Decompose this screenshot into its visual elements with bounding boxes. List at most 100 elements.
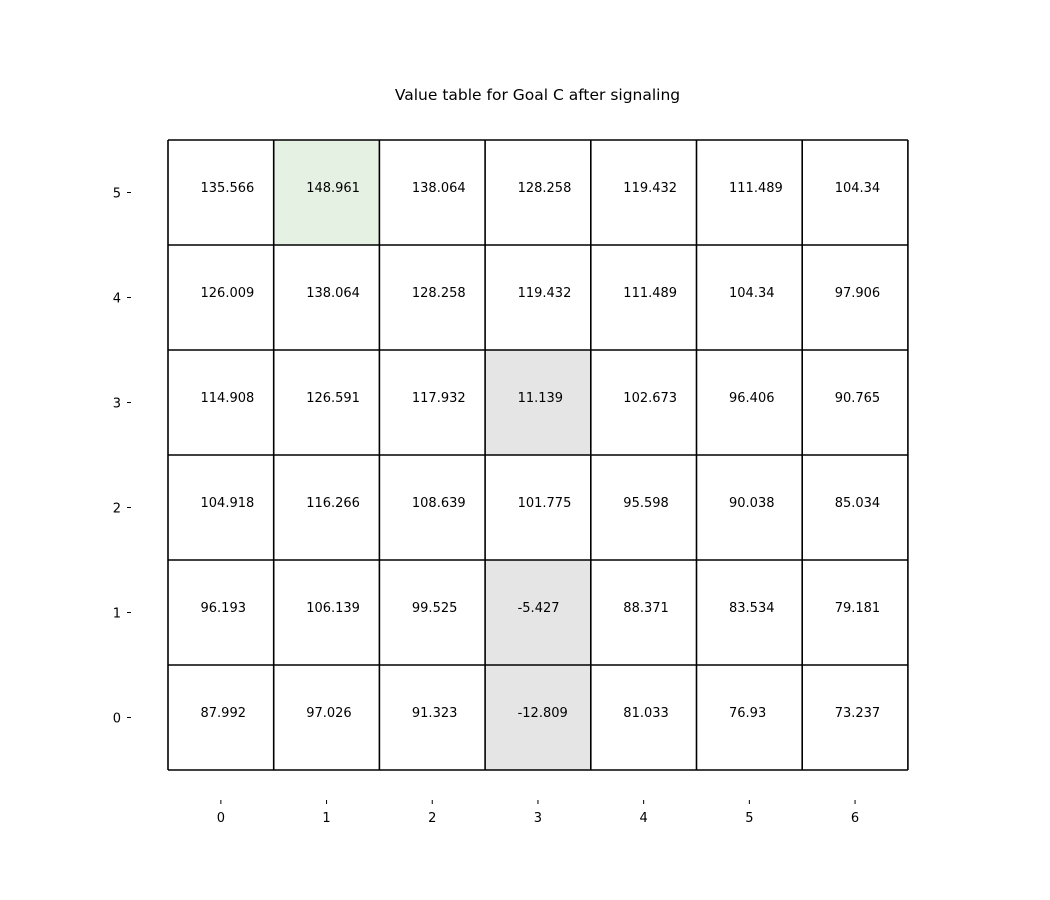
cell-value-label: 111.489 [623,286,677,301]
chart-title: Value table for Goal C after signaling [394,86,681,104]
x-tick-label: 3 [534,811,542,826]
cell-value-label: 11.139 [518,391,564,406]
cell-value-label: 104.34 [729,286,775,301]
x-tick-label: 6 [851,811,859,826]
cell [273,560,380,665]
cell [802,665,908,770]
cell-value-label: 128.258 [518,181,572,196]
cell [168,665,274,770]
cell [590,350,697,455]
cell [590,245,697,350]
grid-lines [167,139,909,771]
cell-goal [273,140,380,245]
cell-value-label: 85.034 [835,496,881,511]
cell-value-label: 90.765 [835,391,881,406]
x-tick-label: 5 [745,811,753,826]
cell-value-label: -5.427 [518,601,560,616]
y-axis-ticks: 5 4 3 2 1 0 [113,187,131,727]
cell [485,140,591,245]
cell-value-label: 104.34 [835,181,881,196]
cell [168,455,274,560]
cell-value-label: 116.266 [306,496,360,511]
cell-value-label: 104.918 [201,496,255,511]
cell-obstacle [485,350,591,455]
cell [379,455,486,560]
cell [696,455,803,560]
cell [273,665,380,770]
cell [696,560,803,665]
cell [485,245,591,350]
cell [168,245,274,350]
cell-value-label: 135.566 [201,181,255,196]
cell [379,245,486,350]
cell [379,350,486,455]
cell [273,245,380,350]
cell-value-label: 119.432 [623,181,677,196]
cell-value-label: 76.93 [729,706,766,721]
cell [168,140,274,245]
cell-value-label: 88.371 [623,601,669,616]
cell-value-label: 128.258 [412,286,466,301]
cell-value-label: 79.181 [835,601,881,616]
cell-value-label: 83.534 [729,601,775,616]
cell-value-label: 97.026 [306,706,352,721]
y-tick-label: 0 [113,712,121,727]
y-tick-label: 5 [113,187,121,202]
cell [168,350,274,455]
cell [590,560,697,665]
cell [696,245,803,350]
cell-value-label: 117.932 [412,391,466,406]
cell [802,245,908,350]
cell [802,560,908,665]
x-tick-label: 0 [217,811,225,826]
cell-value-label: 99.525 [412,601,458,616]
cell [273,455,380,560]
x-tick-label: 4 [640,811,648,826]
cell-value-label: 114.908 [201,391,255,406]
cell-value-label: 90.038 [729,496,775,511]
cell [273,350,380,455]
cell-value-label: 96.406 [729,391,775,406]
cell [168,560,274,665]
cell-value-label: 126.591 [306,391,360,406]
cell-value-label: 106.139 [306,601,360,616]
x-axis-ticks: 0 1 2 3 4 5 6 [217,800,859,826]
cell [802,350,908,455]
cell [379,560,486,665]
cell-obstacle [485,665,591,770]
cell-value-label: 87.992 [201,706,247,721]
cell [590,665,697,770]
cell-value-label: 138.064 [306,286,360,301]
cell-value-label: 138.064 [412,181,466,196]
cell [696,350,803,455]
cell [802,455,908,560]
cell-value-label: 97.906 [835,286,881,301]
cell-value-label: -12.809 [518,706,568,721]
cell [802,140,908,245]
cell-obstacle [485,560,591,665]
cell-value-label: 126.009 [201,286,255,301]
cell-value-label: 73.237 [835,706,881,721]
cell-value-label: 119.432 [518,286,572,301]
y-tick-label: 3 [113,397,121,412]
y-tick-label: 2 [113,502,121,517]
y-tick-label: 4 [113,292,121,307]
cell-labels: 135.566 148.961 138.064 128.258 119.432 111.4… [201,181,881,721]
cell [485,455,591,560]
cell-value-label: 96.193 [201,601,247,616]
cell-value-label: 108.639 [412,496,466,511]
cell-value-label: 101.775 [518,496,572,511]
x-tick-label: 1 [322,811,330,826]
cell [379,140,486,245]
cell-value-label: 148.961 [306,181,360,196]
cell [590,140,697,245]
cells-layer [168,140,908,770]
cell-value-label: 102.673 [623,391,677,406]
cell [379,665,486,770]
x-tick-label: 2 [428,811,436,826]
cell-value-label: 95.598 [623,496,669,511]
cell [590,455,697,560]
cell [696,665,803,770]
cell-value-label: 81.033 [623,706,669,721]
